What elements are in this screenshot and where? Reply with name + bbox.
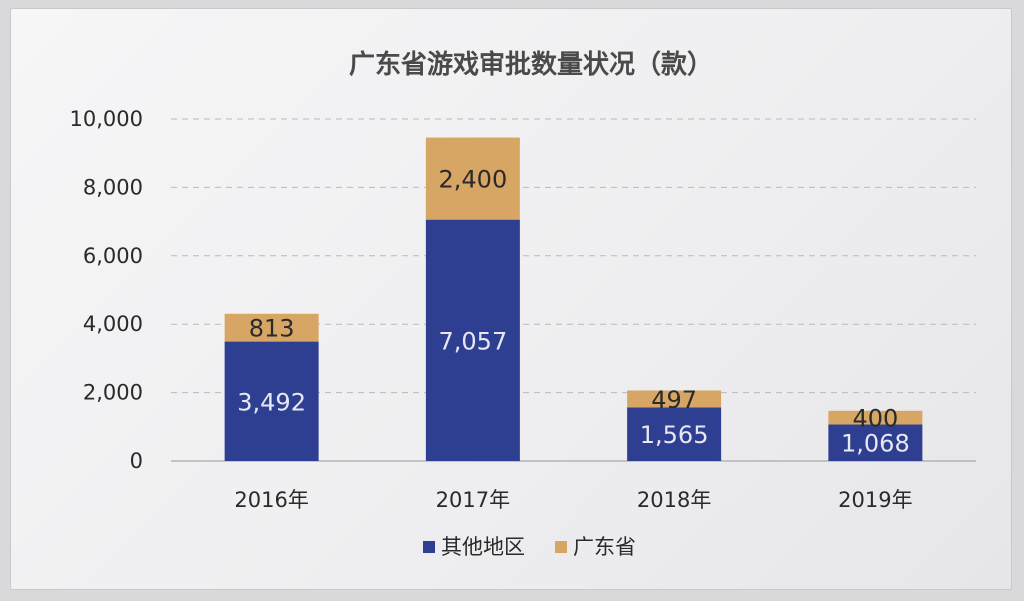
- x-tick-label: 2017年: [436, 488, 510, 512]
- legend: 其他地区 广东省: [423, 535, 636, 559]
- x-axis-ticks: 2016年 2017年 2018年 2019年: [234, 488, 912, 512]
- data-label: 813: [249, 315, 295, 343]
- y-tick-label: 8,000: [83, 175, 143, 199]
- legend-label-other-regions: 其他地区: [441, 535, 525, 559]
- y-tick-label: 10,000: [70, 107, 143, 131]
- legend-label-guangdong: 广东省: [573, 535, 636, 559]
- bar-other-regions: [627, 407, 722, 461]
- bar-other-regions: [425, 219, 520, 461]
- x-tick-label: 2018年: [637, 488, 711, 512]
- stacked-bar-chart: 广东省游戏审批数量状况（款） 0 2,000 4,000 6,000 8,000 10,0…: [70, 49, 976, 559]
- bar-guangdong: [828, 410, 923, 425]
- legend-swatch-other-regions: [423, 541, 435, 553]
- x-tick-label: 2016年: [234, 488, 308, 512]
- data-label: 1,068: [841, 430, 910, 458]
- chart-card: 广东省游戏审批数量状况（款） 0 2,000 4,000 6,000 8,000 10,0…: [10, 8, 1012, 590]
- y-tick-label: 2,000: [83, 381, 143, 405]
- bar-other-regions: [224, 341, 319, 461]
- bar-guangdong: [224, 313, 319, 342]
- y-axis-ticks: 0 2,000 4,000 6,000 8,000 10,000: [70, 107, 143, 473]
- y-tick-label: 6,000: [83, 244, 143, 268]
- bar-guangdong: [425, 137, 520, 220]
- y-tick-label: 4,000: [83, 312, 143, 336]
- data-label: 3,492: [237, 388, 306, 416]
- legend-swatch-guangdong: [555, 541, 567, 553]
- bar-guangdong: [627, 390, 722, 408]
- data-label: 2,400: [439, 166, 508, 194]
- bar-other-regions: [828, 424, 923, 461]
- data-label: 400: [852, 405, 898, 433]
- data-label: 1,565: [640, 421, 709, 449]
- chart-title: 广东省游戏审批数量状况（款）: [349, 49, 713, 80]
- x-tick-label: 2019年: [838, 488, 912, 512]
- data-label: 7,057: [439, 327, 508, 355]
- data-label: 497: [651, 386, 697, 414]
- y-tick-label: 0: [130, 449, 143, 473]
